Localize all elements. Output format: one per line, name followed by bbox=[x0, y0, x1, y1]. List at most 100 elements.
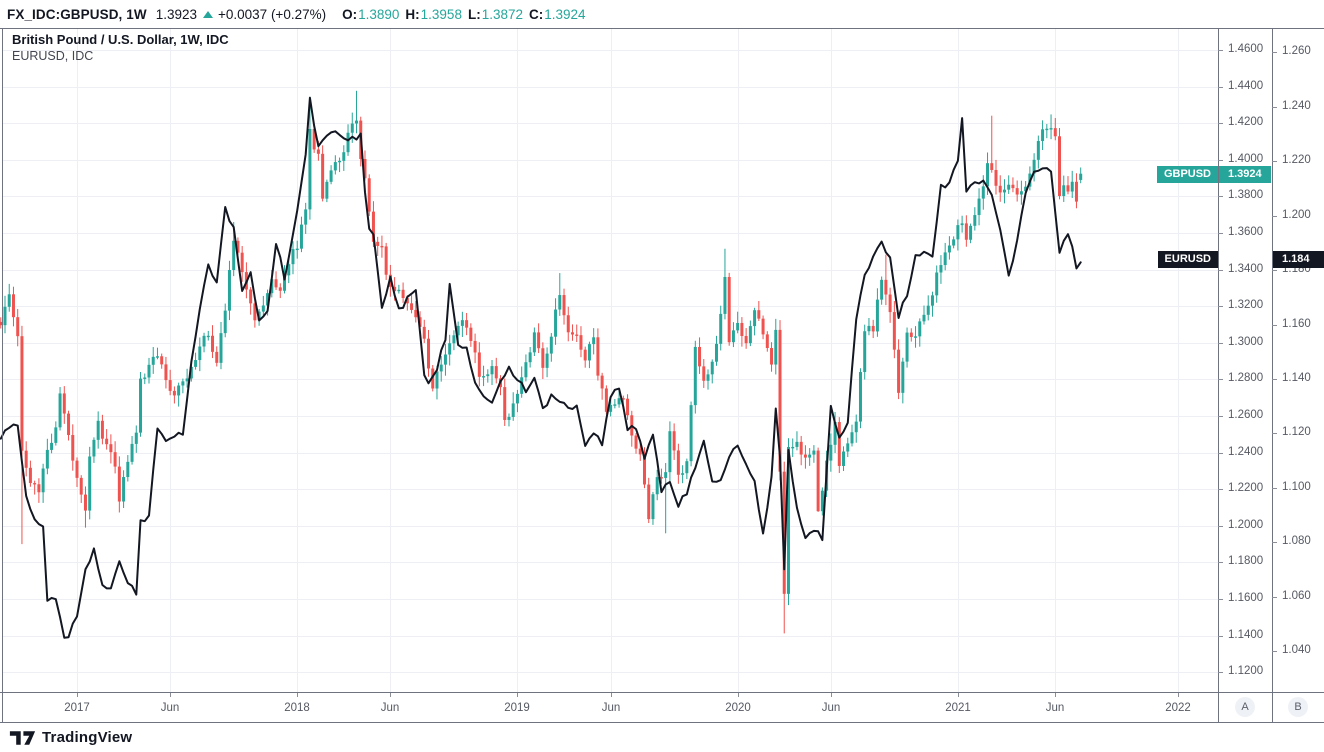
gbpusd-axis-label: 1.4200 bbox=[1228, 116, 1264, 128]
price-tick bbox=[1272, 651, 1277, 652]
price-tick bbox=[1272, 107, 1277, 108]
gbpusd-axis-label: 1.2600 bbox=[1228, 409, 1264, 421]
gbpusd-axis-label: 1.1600 bbox=[1228, 592, 1264, 604]
time-tick bbox=[77, 693, 78, 697]
gbpusd-axis-label: 1.3600 bbox=[1228, 226, 1264, 238]
footer-bar: TradingView bbox=[0, 723, 1324, 752]
last-price: 1.3923 bbox=[155, 6, 198, 22]
price-scale-1-settings-button[interactable]: A bbox=[1235, 697, 1255, 717]
eurusd-axis-label: 1.040 bbox=[1282, 644, 1311, 656]
price-tick bbox=[1218, 526, 1223, 527]
close-label: C: bbox=[529, 6, 544, 22]
price-tick bbox=[1218, 636, 1223, 637]
time-tick bbox=[390, 693, 391, 697]
price-tick bbox=[1272, 488, 1277, 489]
close-value: 1.3924 bbox=[544, 6, 586, 22]
arrow-up-icon bbox=[203, 10, 214, 18]
price-tick bbox=[1218, 50, 1223, 51]
tradingview-logo-icon bbox=[9, 730, 36, 745]
open-value: 1.3890 bbox=[358, 6, 400, 22]
gbpusd-axis-label: 1.4400 bbox=[1228, 80, 1264, 92]
price-tick bbox=[1218, 306, 1223, 307]
gbpusd-axis-label: 1.2400 bbox=[1228, 446, 1264, 458]
time-tick bbox=[611, 693, 612, 697]
time-axis-label: Jun bbox=[1045, 702, 1065, 714]
price-tick bbox=[1218, 270, 1223, 271]
gbpusd-axis-label: 1.3400 bbox=[1228, 263, 1264, 275]
price-tick bbox=[1218, 379, 1223, 380]
price-tick bbox=[1218, 123, 1223, 124]
overlay-series-title: EURUSD, IDC bbox=[12, 49, 94, 63]
plot-top-border bbox=[0, 28, 1324, 29]
time-tick bbox=[297, 693, 298, 697]
time-axis-label: Jun bbox=[380, 702, 400, 714]
time-axis-label: 2018 bbox=[284, 702, 310, 714]
price-tick bbox=[1272, 542, 1277, 543]
gbpusd-axis-label: 1.1800 bbox=[1228, 555, 1264, 567]
eurusd-axis-label: 1.100 bbox=[1282, 481, 1311, 493]
price-tick bbox=[1272, 52, 1277, 53]
price-tick bbox=[1218, 599, 1223, 600]
time-axis-label: Jun bbox=[821, 702, 841, 714]
plot-left-border bbox=[2, 28, 3, 722]
low-label: L: bbox=[467, 6, 481, 22]
eurusd-axis-label: 1.220 bbox=[1282, 154, 1311, 166]
main-series-title: British Pound / U.S. Dollar, 1W, IDC bbox=[12, 32, 229, 47]
time-tick bbox=[738, 693, 739, 697]
price-tick bbox=[1272, 433, 1277, 434]
chart-legend: British Pound / U.S. Dollar, 1W, IDC EUR… bbox=[12, 32, 229, 64]
eurusd-axis-label: 1.060 bbox=[1282, 590, 1311, 602]
gbpusd-axis-label: 1.3000 bbox=[1228, 336, 1264, 348]
price-tick bbox=[1272, 325, 1277, 326]
eurusd-series-label: EURUSD bbox=[1157, 251, 1218, 268]
price-tick bbox=[1218, 672, 1223, 673]
price-tick bbox=[1218, 160, 1223, 161]
time-axis-label: 2017 bbox=[64, 702, 90, 714]
frame-bottom-border bbox=[0, 722, 1324, 723]
price-tick bbox=[1272, 379, 1277, 380]
gbpusd-axis-label: 1.2000 bbox=[1228, 519, 1264, 531]
eurusd-axis-label: 1.160 bbox=[1282, 318, 1311, 330]
gbpusd-axis-label: 1.1400 bbox=[1228, 629, 1264, 641]
time-tick bbox=[170, 693, 171, 697]
high-value: 1.3958 bbox=[420, 6, 462, 22]
price-tick bbox=[1272, 597, 1277, 598]
plot-bottom-border bbox=[0, 692, 1324, 693]
open-label: O: bbox=[342, 6, 358, 22]
eurusd-price-badge: 1.184 bbox=[1273, 251, 1324, 268]
price-scale-2-settings-button[interactable]: B bbox=[1288, 697, 1308, 717]
price-tick bbox=[1218, 343, 1223, 344]
price-tick bbox=[1218, 416, 1223, 417]
price-tick bbox=[1218, 453, 1223, 454]
symbol-name: FX_IDC:GBPUSD, 1W bbox=[7, 6, 147, 22]
gbpusd-axis-label: 1.2200 bbox=[1228, 482, 1264, 494]
eurusd-axis-label: 1.120 bbox=[1282, 426, 1311, 438]
low-value: 1.3872 bbox=[481, 6, 523, 22]
time-axis-label: 2019 bbox=[504, 702, 530, 714]
gbpusd-axis-label: 1.4600 bbox=[1228, 43, 1264, 55]
time-axis-label: 2022 bbox=[1165, 702, 1191, 714]
time-scale[interactable] bbox=[0, 692, 1324, 722]
eurusd-axis-label: 1.140 bbox=[1282, 372, 1311, 384]
gbpusd-axis-label: 1.3200 bbox=[1228, 299, 1264, 311]
eurusd-axis-label: 1.080 bbox=[1282, 535, 1311, 547]
price-tick bbox=[1218, 87, 1223, 88]
time-axis-label: 2021 bbox=[945, 702, 971, 714]
time-axis-label: Jun bbox=[601, 702, 621, 714]
price-scale-1-border bbox=[1218, 28, 1219, 722]
time-axis-label: 2020 bbox=[725, 702, 751, 714]
gbpusd-axis-label: 1.2800 bbox=[1228, 372, 1264, 384]
price-tick bbox=[1218, 196, 1223, 197]
time-tick bbox=[517, 693, 518, 697]
price-tick bbox=[1272, 161, 1277, 162]
time-tick bbox=[1178, 693, 1179, 697]
tradingview-link[interactable]: TradingView bbox=[9, 729, 132, 746]
gbpusd-series-label: GBPUSD bbox=[1156, 166, 1218, 183]
tradingview-logo-text: TradingView bbox=[42, 729, 133, 746]
price-tick bbox=[1218, 562, 1223, 563]
price-tick bbox=[1272, 216, 1277, 217]
symbol-header: FX_IDC:GBPUSD, 1W 1.3923 +0.0037 (+0.27%… bbox=[0, 0, 1324, 28]
price-change: +0.0037 (+0.27%) bbox=[218, 6, 327, 22]
